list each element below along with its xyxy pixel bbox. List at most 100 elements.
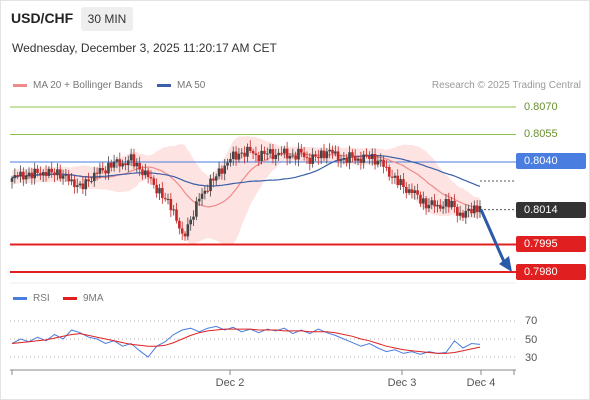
candle-body bbox=[101, 168, 105, 171]
candle-body bbox=[413, 190, 417, 194]
candle-body bbox=[186, 224, 190, 237]
candle-body bbox=[243, 152, 246, 157]
candle-body bbox=[175, 209, 178, 221]
candle-body bbox=[297, 148, 300, 160]
candle-body bbox=[470, 208, 473, 214]
candle-body bbox=[180, 228, 184, 234]
candle-body bbox=[456, 207, 459, 216]
candle-body bbox=[41, 172, 45, 176]
legend-ma50-label: MA 50 bbox=[177, 80, 206, 91]
candle-body bbox=[33, 168, 36, 179]
candle-body bbox=[277, 152, 280, 155]
candle-body bbox=[61, 175, 65, 179]
candle-body bbox=[407, 189, 411, 193]
level-label-0-7995: 0.7995 bbox=[516, 236, 586, 252]
candle-body bbox=[402, 179, 405, 188]
candle-body bbox=[444, 198, 448, 207]
ma50-swatch bbox=[157, 84, 171, 87]
candle-body bbox=[19, 171, 22, 177]
candle-body bbox=[396, 175, 400, 186]
level-label-0-8070: 0.8070 bbox=[524, 101, 558, 113]
candle-body bbox=[302, 152, 306, 158]
ma9-swatch bbox=[63, 297, 77, 300]
candle-body bbox=[419, 194, 422, 204]
candle-body bbox=[206, 190, 210, 192]
candle-body bbox=[348, 152, 351, 163]
candle-body bbox=[410, 189, 414, 194]
candle-body bbox=[231, 151, 235, 160]
candle-body bbox=[183, 233, 187, 237]
candle-body bbox=[342, 158, 346, 160]
candle-body bbox=[166, 198, 170, 200]
candle-body bbox=[73, 179, 76, 188]
candle-body bbox=[430, 200, 434, 205]
candle-body bbox=[365, 154, 368, 156]
level-label-0-8055: 0.8055 bbox=[524, 128, 558, 140]
candle-body bbox=[325, 151, 329, 159]
ma50-line bbox=[11, 154, 481, 187]
candle-body bbox=[475, 205, 479, 213]
candle-body bbox=[447, 198, 451, 208]
candle-body bbox=[90, 181, 93, 183]
candle-body bbox=[458, 212, 462, 216]
candle-body bbox=[53, 172, 56, 176]
candle-body bbox=[294, 155, 297, 160]
candle-body bbox=[317, 156, 320, 159]
candle-body bbox=[274, 154, 278, 160]
candle-body bbox=[141, 169, 144, 176]
candle-body bbox=[436, 204, 439, 207]
copyright-text: Research © 2025 Trading Central bbox=[431, 80, 581, 91]
candle-body bbox=[399, 179, 402, 186]
candle-body bbox=[311, 154, 314, 164]
candle-body bbox=[467, 208, 470, 211]
candle-body bbox=[158, 188, 161, 194]
level-label-0-7980: 0.7980 bbox=[516, 264, 586, 280]
last-price-label: 0.8014 bbox=[516, 202, 586, 218]
candle-body bbox=[223, 165, 227, 174]
candle-body bbox=[356, 158, 360, 161]
candle-body bbox=[27, 172, 31, 176]
candle-body bbox=[84, 179, 88, 190]
timeframe-button[interactable]: 30 MIN bbox=[81, 7, 133, 31]
candle-body bbox=[416, 190, 419, 195]
candle-body bbox=[70, 179, 73, 182]
forecast-arrow-head bbox=[499, 255, 512, 272]
candle-body bbox=[95, 172, 99, 174]
candle-body bbox=[161, 188, 164, 198]
candle-body bbox=[285, 148, 289, 159]
candle-body bbox=[379, 159, 383, 161]
candle-body bbox=[209, 178, 212, 192]
candle-body bbox=[47, 168, 51, 176]
candle-body bbox=[107, 162, 110, 174]
candle-body bbox=[308, 157, 312, 164]
ma20-line bbox=[11, 153, 481, 209]
candle-body bbox=[189, 219, 192, 225]
candle-body bbox=[200, 193, 204, 199]
candle-body bbox=[135, 162, 139, 167]
candle-body bbox=[373, 153, 377, 165]
rsi-swatch bbox=[13, 297, 27, 300]
candle-body bbox=[237, 153, 241, 160]
candle-body bbox=[404, 187, 408, 193]
candle-body bbox=[359, 158, 363, 163]
candle-body bbox=[104, 170, 107, 174]
candle-body bbox=[192, 216, 195, 220]
rsi-9ma-line bbox=[11, 328, 481, 354]
legend-ma50: MA 50 bbox=[157, 80, 205, 91]
candle-body bbox=[22, 171, 25, 180]
candle-body bbox=[248, 146, 252, 151]
candle-body bbox=[314, 154, 317, 157]
rsi-line bbox=[11, 325, 481, 358]
candle-body bbox=[268, 149, 272, 154]
candle-body bbox=[39, 172, 42, 176]
candle-body bbox=[336, 151, 340, 161]
candle-body bbox=[78, 183, 82, 186]
candle-body bbox=[368, 155, 371, 159]
candle-body bbox=[288, 155, 292, 159]
candle-body bbox=[44, 172, 48, 176]
candle-body bbox=[390, 176, 394, 178]
candle-body bbox=[345, 158, 348, 163]
candle-body bbox=[353, 156, 357, 161]
candle-body bbox=[203, 190, 207, 194]
candle-body bbox=[334, 151, 337, 154]
